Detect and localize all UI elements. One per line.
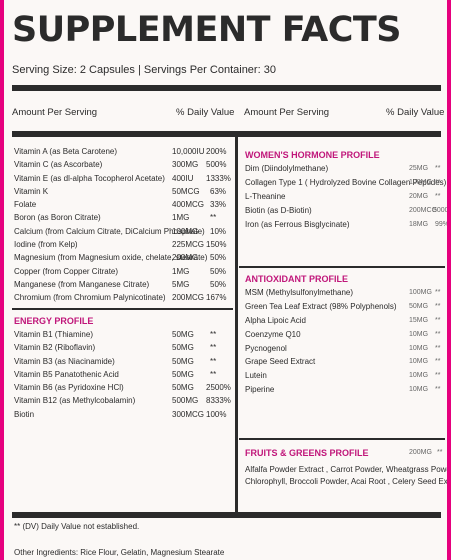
list-item: Vitamin B5 Panatothenic Acid 50MG ** xyxy=(14,369,217,379)
list-item: Iodine (from Kelp) 225MCG 150% xyxy=(14,240,227,250)
list-item: Folate 400MCG 33% xyxy=(14,200,227,210)
list-item: Grape Seed Extract 10MG ** xyxy=(245,357,441,367)
list-item: Manganese (from Manganese Citrate) 5MG 50% xyxy=(14,279,227,289)
list-item: Collagen Type 1 ( Hydrolyzed Bovine Coll… xyxy=(245,177,447,187)
list-item: Alpha Lipoic Acid 15MG ** xyxy=(245,315,441,325)
footnote: ** (DV) Daily Value not established. xyxy=(14,522,140,531)
list-item: Vitamin A (as Beta Carotene) 10,000IU 200% xyxy=(14,147,227,156)
womens-hormone-profile: WOMEN'S HORMONE PROFILE Dim (Diindolylme… xyxy=(245,148,447,231)
list-item: Vitamin B2 (Riboflavin) 50MG ** xyxy=(14,343,217,353)
fruits-profile-title: FRUITS & GREENS PROFILE 200MG ** xyxy=(245,448,443,458)
list-item: Chromium (from Chromium Palynicotinate) 2… xyxy=(14,293,227,303)
list-item: Pycnogenol 10MG ** xyxy=(245,343,441,353)
antioxidant-profile-title: ANTIOXIDANT PROFILE xyxy=(245,274,348,284)
list-item: Vitamin B1 (Thiamine) 50MG ** xyxy=(14,330,217,339)
energy-profile-title: ENERGY PROFILE xyxy=(14,316,94,326)
list-item: Lutein 10MG ** xyxy=(245,371,441,381)
womens-profile-title: WOMEN'S HORMONE PROFILE xyxy=(245,150,380,160)
column-divider xyxy=(235,131,238,512)
list-item: MSM (Methylsulfonylmethane) 100MG ** xyxy=(245,288,441,297)
fruits-divider xyxy=(239,438,445,440)
fruits-amount: 200MG xyxy=(409,449,432,456)
fruits-dv: ** xyxy=(437,449,443,456)
fruits-ingredients-line-1: Alfalfa Powder Extract , Carrot Powder, … xyxy=(245,465,447,474)
list-item: Vitamin E (as dl-alpha Tocopherol Acetat… xyxy=(14,173,231,183)
list-item: Piperine 10MG ** xyxy=(245,385,441,395)
list-item: Vitamin B3 (as Niacinamide) 50MG ** xyxy=(14,356,217,366)
list-item: Vitamin C (as Ascorbate) 300MG 500% xyxy=(14,160,227,170)
serving-info: Serving Size: 2 Capsules | Servings Per … xyxy=(12,64,276,76)
list-item: Calcium (from Calcium Citrate, DiCalcium… xyxy=(14,226,227,236)
other-ingredients: Other Ingredients: Rice Flour, Gelatin, … xyxy=(14,548,225,557)
list-item: Coenzyme Q10 10MG ** xyxy=(245,329,441,339)
list-item: Biotin 300MCG 100% xyxy=(14,409,227,419)
supplement-facts-panel: SUPPLEMENT FACTS Serving Size: 2 Capsule… xyxy=(4,0,447,560)
energy-profile: ENERGY PROFILE Vitamin B1 (Thiamine) 50MG… xyxy=(14,314,232,421)
list-item: Vitamin B12 (as Methylcobalamin) 500MG 833… xyxy=(14,396,231,406)
list-item: Boron (as Boron Citrate) 1MG ** xyxy=(14,213,217,223)
fruits-ingredients-line-2: Chlorophyll, Broccoli Powder, Acai Root … xyxy=(245,477,447,486)
list-item: Dim (Diindolylmethane) 25MG ** xyxy=(245,164,441,173)
list-item: Vitamin K 50MCG 63% xyxy=(14,186,227,196)
left-amount-header: Amount Per Serving xyxy=(12,107,98,118)
list-item: L-Theanine 20MG ** xyxy=(245,191,441,201)
list-item: Green Tea Leaf Extract (98% Polyphenols)… xyxy=(245,301,441,311)
antioxidant-divider xyxy=(239,266,445,268)
fruits-greens-profile: FRUITS & GREENS PROFILE 200MG ** Alfalfa… xyxy=(245,446,447,488)
divider-top xyxy=(12,85,441,91)
left-dv-header: % Daily Value xyxy=(176,107,235,118)
list-item: Magnesium (from Magnesium oxide, chelate… xyxy=(14,253,227,263)
page-title: SUPPLEMENT FACTS xyxy=(12,10,401,50)
divider-bottom xyxy=(12,512,441,518)
vitamins-list: Vitamin A (as Beta Carotene) 10,000IU 200%… xyxy=(14,145,232,305)
right-amount-header: Amount Per Serving xyxy=(244,107,330,118)
list-item: Copper (from Copper Citrate) 1MG 50% xyxy=(14,266,227,276)
antioxidant-profile: ANTIOXIDANT PROFILE MSM (Methylsulfonylm… xyxy=(245,272,443,397)
list-item: Vitamin B6 (as Pyridoxine HCl) 50MG 2500% xyxy=(14,383,231,393)
energy-divider xyxy=(12,308,233,310)
divider-header xyxy=(12,131,441,137)
right-dv-header: % Daily Value xyxy=(386,107,445,118)
